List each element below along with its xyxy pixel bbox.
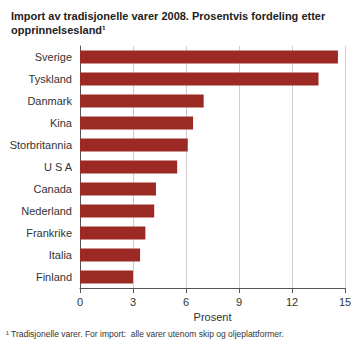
svg-text:Tyskland: Tyskland: [29, 73, 72, 85]
svg-text:Import av tradisjonelle varer: Import av tradisjonelle varer 2008. Pros…: [11, 10, 328, 22]
svg-text:Kina: Kina: [50, 117, 73, 129]
svg-text:9: 9: [236, 296, 242, 308]
svg-text:Storbritannia: Storbritannia: [10, 139, 73, 151]
svg-text:6: 6: [183, 296, 189, 308]
svg-text:Finland: Finland: [36, 271, 72, 283]
svg-text:15: 15: [339, 296, 351, 308]
svg-text:Canada: Canada: [33, 183, 72, 195]
svg-text:¹ Tradisjonelle varer. For imp: ¹ Tradisjonelle varer. For import: alle …: [6, 329, 284, 339]
svg-text:Danmark: Danmark: [27, 95, 72, 107]
svg-text:Sverige: Sverige: [35, 51, 72, 63]
svg-text:Italia: Italia: [49, 249, 73, 261]
svg-text:opprinnelsesland¹: opprinnelsesland¹: [11, 24, 106, 36]
svg-text:Prosent: Prosent: [194, 311, 232, 323]
svg-text:3: 3: [130, 296, 136, 308]
svg-text:12: 12: [286, 296, 298, 308]
svg-text:0: 0: [77, 296, 83, 308]
svg-text:Nederland: Nederland: [21, 205, 72, 217]
svg-text:Frankrike: Frankrike: [26, 227, 72, 239]
svg-text:U S A: U S A: [44, 161, 73, 173]
